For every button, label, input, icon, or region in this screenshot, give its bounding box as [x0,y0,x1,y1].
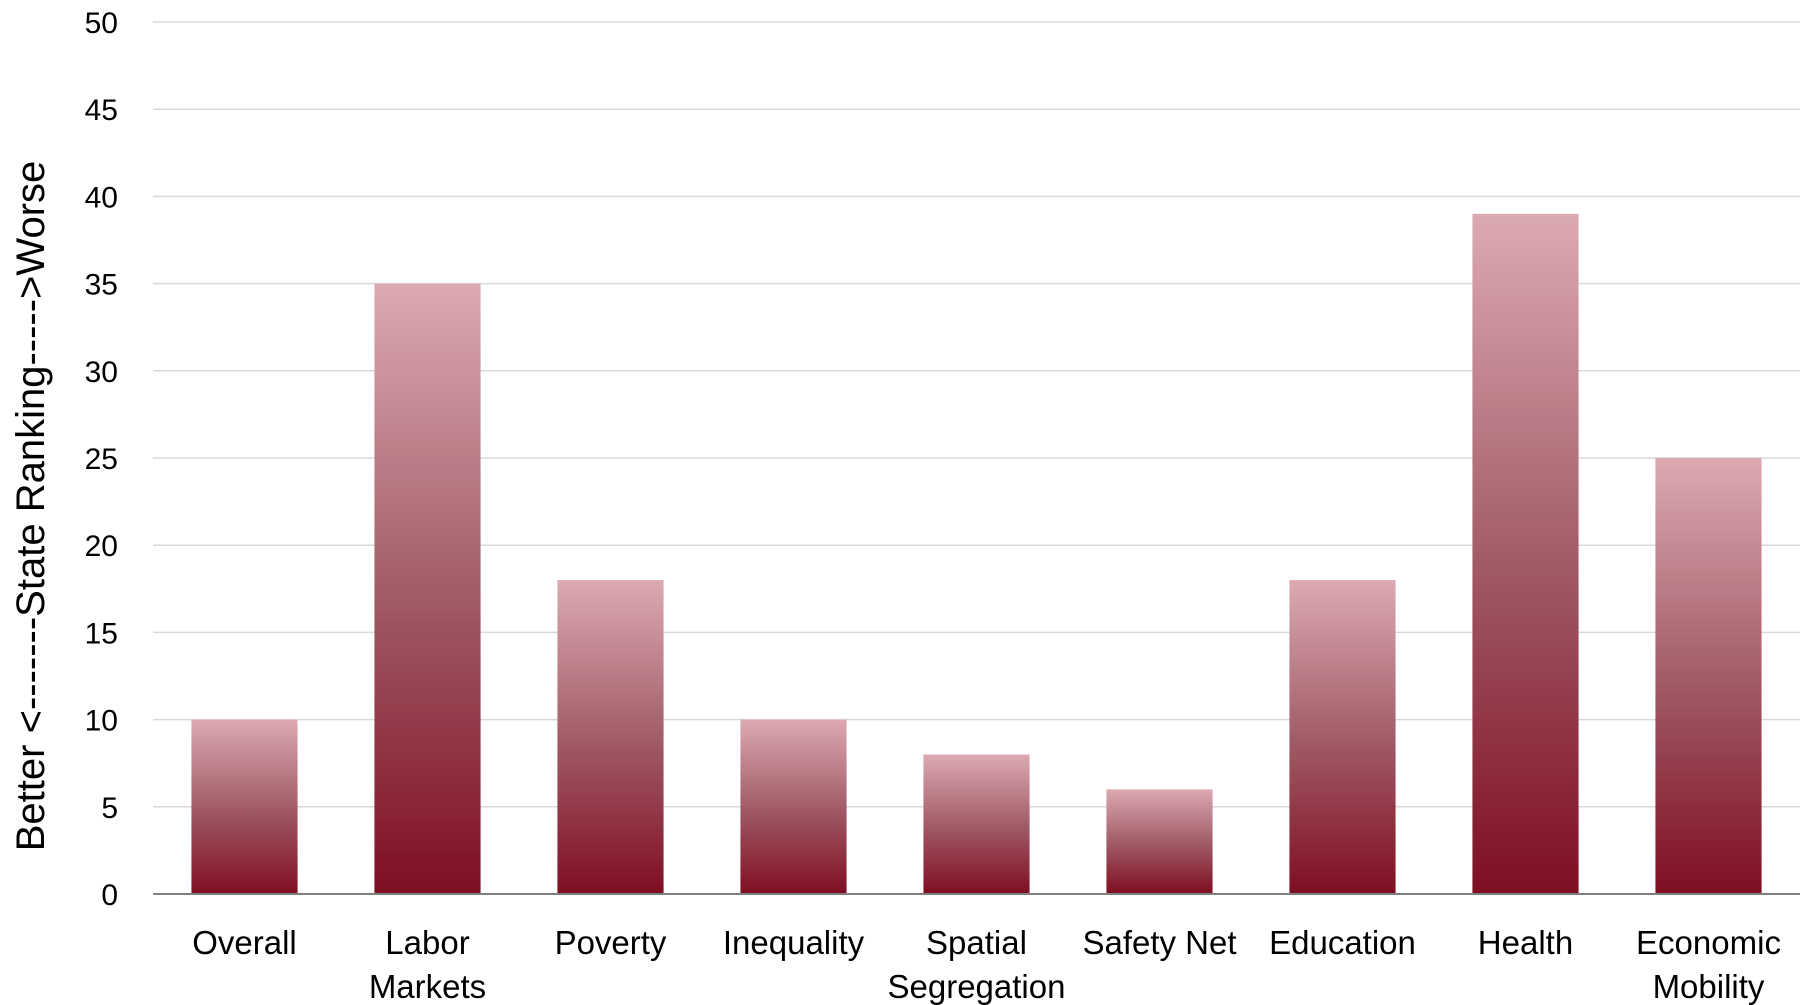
x-category-label: Safety Net [1082,924,1236,961]
x-category-label: Overall [192,924,297,961]
y-tick-label: 25 [85,443,118,476]
x-category-label-line: Mobility [1653,968,1765,1005]
y-tick-label: 15 [85,617,118,650]
bar [1106,789,1213,894]
bar [1655,458,1762,894]
y-tick-label: 5 [101,792,118,825]
x-category-label-line: Segregation [888,968,1066,1005]
x-category-label: Labor Markets [369,924,486,1005]
x-category-label-line: Safety Net [1082,924,1236,961]
bar [557,580,664,894]
bar [1289,580,1396,894]
y-tick-label: 30 [85,356,118,389]
y-tick-label: 0 [101,879,118,912]
x-category-label: Health [1478,924,1573,961]
x-category-label: Inequality [723,924,865,961]
x-category-label-line: Education [1269,924,1416,961]
x-category-label-line: Spatial [926,924,1027,961]
bar [1472,213,1579,895]
y-tick-label: 40 [85,181,118,214]
x-category-label-line: Markets [369,968,486,1005]
x-category-label-line: Economic [1636,924,1781,961]
y-tick-label: 20 [85,530,118,563]
y-tick-label: 45 [85,94,118,127]
x-category-label-line: Health [1478,924,1573,961]
y-axis-tick-labels: 0 5 10 15 20 25 30 35 40 45 50 [85,7,118,912]
y-axis-title: Better <-------State Ranking----->Worse [9,161,53,852]
y-tick-label: 50 [85,7,118,40]
x-axis-category-labels: Overall Labor Markets Poverty Inequality Spat… [192,924,1781,1005]
x-category-label-line: Overall [192,924,297,961]
x-category-label-line: Inequality [723,924,865,961]
x-category-label: Education [1269,924,1416,961]
x-category-label: Economic Mobility [1636,924,1781,1005]
bar [191,719,298,894]
x-category-label: Spatial Segregation [888,924,1066,1005]
bar [923,754,1030,894]
x-category-label-line: Poverty [555,924,667,961]
y-tick-label: 10 [85,705,118,738]
x-category-label-line: Labor [385,924,469,961]
bar [374,283,481,895]
bars [191,213,1762,895]
y-tick-label: 35 [85,269,118,302]
bar [740,719,847,894]
x-category-label: Poverty [555,924,667,961]
